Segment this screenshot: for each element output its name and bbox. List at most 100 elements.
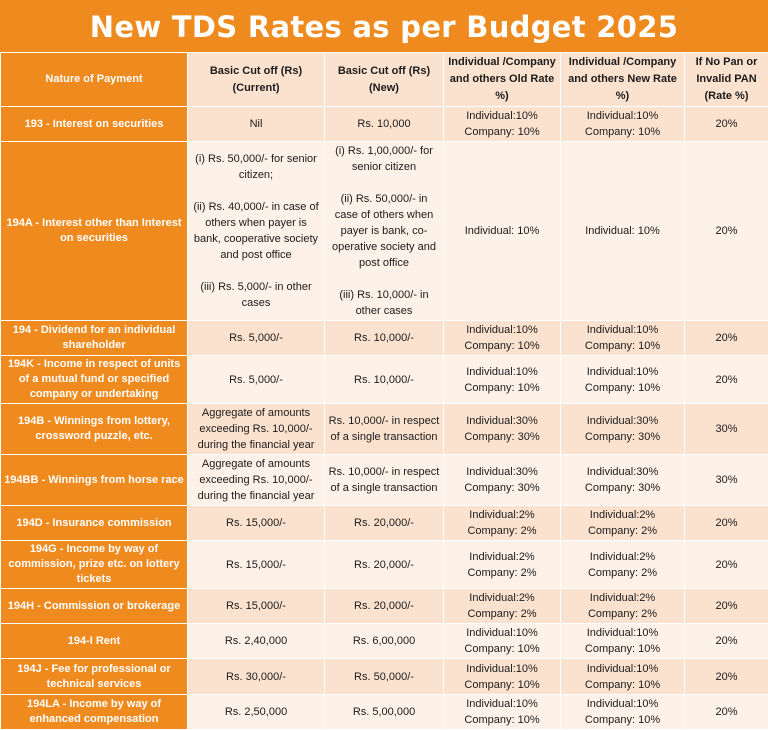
- cutoff-new-cell: Rs. 20,000/-: [325, 506, 444, 541]
- cutoff-current-cell: Rs. 30,000/-: [188, 659, 325, 695]
- nature-of-payment-cell: 193 - Interest on securities: [1, 107, 188, 142]
- header-old-rate: Individual /Company and others Old Rate …: [444, 53, 561, 107]
- cell-line: Rs. 10,000/- in respect of a single tran…: [328, 464, 440, 496]
- cell-line: Individual:10%: [564, 696, 681, 712]
- table-header-row: Nature of Payment Basic Cut off (Rs) (Cu…: [1, 53, 768, 107]
- header-no-pan-rate: If No Pan or Invalid PAN (Rate %): [685, 53, 768, 107]
- table-row: 194G - Income by way of commission, priz…: [1, 541, 768, 589]
- cell-line: (iii) Rs. 5,000/- in other cases: [191, 279, 321, 311]
- no-pan-rate-cell: 20%: [685, 624, 768, 659]
- cell-line: Individual:10%: [447, 322, 557, 338]
- page-title: New TDS Rates as per Budget 2025: [0, 0, 768, 52]
- no-pan-rate-cell: 20%: [685, 695, 768, 730]
- cell-line: Nil: [191, 116, 321, 132]
- old-rate-cell: Individual:30%Company: 30%: [444, 455, 561, 506]
- new-rate-cell: Individual:2%Company: 2%: [561, 541, 685, 589]
- cutoff-current-cell: Rs. 2,50,000: [188, 695, 325, 730]
- new-rate-cell: Individual:10%Company: 10%: [561, 695, 685, 730]
- no-pan-rate-cell: 20%: [685, 321, 768, 356]
- new-rate-cell: Individual:10%Company: 10%: [561, 356, 685, 404]
- no-pan-rate-cell: 20%: [685, 142, 768, 321]
- cell-line: (i) Rs. 50,000/- for senior citizen;: [191, 151, 321, 183]
- new-rate-cell: Individual:2%Company: 2%: [561, 589, 685, 624]
- header-new-rate: Individual /Company and others New Rate …: [561, 53, 685, 107]
- cell-line: Company: 10%: [564, 677, 681, 693]
- cell-line: Rs. 6,00,000: [328, 633, 440, 649]
- cutoff-new-cell: Rs. 10,000: [325, 107, 444, 142]
- no-pan-rate-cell: 30%: [685, 404, 768, 455]
- cell-line: Company: 10%: [447, 338, 557, 354]
- cell-line: Rs. 2,50,000: [191, 704, 321, 720]
- tds-rates-table: Nature of Payment Basic Cut off (Rs) (Cu…: [0, 52, 768, 730]
- cell-line: Company: 2%: [447, 606, 557, 622]
- cell-line: Individual:10%: [447, 661, 557, 677]
- cell-line: Company: 30%: [564, 429, 681, 445]
- cell-line: Individual:30%: [564, 464, 681, 480]
- header-nature-of-payment: Nature of Payment: [1, 53, 188, 107]
- cell-line: Company: 10%: [564, 712, 681, 728]
- cutoff-current-cell: Rs. 5,000/-: [188, 356, 325, 404]
- cell-line: Company: 10%: [564, 124, 681, 140]
- no-pan-rate-cell: 20%: [685, 541, 768, 589]
- cutoff-current-cell: (i) Rs. 50,000/- for senior citizen;(ii)…: [188, 142, 325, 321]
- cell-line: Individual:2%: [447, 590, 557, 606]
- cell-line: Company: 10%: [447, 641, 557, 657]
- cell-line: Rs. 2,40,000: [191, 633, 321, 649]
- old-rate-cell: Individual:2%Company: 2%: [444, 589, 561, 624]
- cutoff-new-cell: Rs. 20,000/-: [325, 541, 444, 589]
- cutoff-new-cell: Rs. 10,000/-: [325, 356, 444, 404]
- cell-line: Rs. 10,000: [328, 116, 440, 132]
- cell-line: Rs. 20,000/-: [328, 598, 440, 614]
- cell-line: Rs. 20,000/-: [328, 557, 440, 573]
- cell-line: Individual:2%: [447, 507, 557, 523]
- header-cutoff-new: Basic Cut off (Rs) (New): [325, 53, 444, 107]
- cell-line: Individual:10%: [564, 625, 681, 641]
- cell-line: Individual:2%: [447, 549, 557, 565]
- table-row: 194K - Income in respect of units of a m…: [1, 356, 768, 404]
- table-row: 194LA - Income by way of enhanced compen…: [1, 695, 768, 730]
- cell-line: Rs. 10,000/- in respect of a single tran…: [328, 413, 440, 445]
- cell-line: Company: 2%: [564, 565, 681, 581]
- line-spacer: [328, 175, 440, 191]
- cutoff-new-cell: Rs. 10,000/- in respect of a single tran…: [325, 404, 444, 455]
- cell-line: Individual:2%: [564, 507, 681, 523]
- no-pan-rate-cell: 20%: [685, 659, 768, 695]
- old-rate-cell: Individual:10%Company: 10%: [444, 695, 561, 730]
- cutoff-current-cell: Aggregate of amounts exceeding Rs. 10,00…: [188, 404, 325, 455]
- cutoff-current-cell: Rs. 15,000/-: [188, 541, 325, 589]
- cell-line: (iii) Rs. 10,000/- in other cases: [328, 287, 440, 319]
- table-row: 194B - Winnings from lottery, crossword …: [1, 404, 768, 455]
- cell-line: Rs. 5,000/-: [191, 330, 321, 346]
- cutoff-new-cell: Rs. 10,000/-: [325, 321, 444, 356]
- old-rate-cell: Individual:10%Company: 10%: [444, 624, 561, 659]
- cell-line: Company: 10%: [564, 641, 681, 657]
- cell-line: Company: 10%: [564, 338, 681, 354]
- cutoff-new-cell: Rs. 6,00,000: [325, 624, 444, 659]
- cell-line: Rs. 20,000/-: [328, 515, 440, 531]
- cell-line: Company: 2%: [447, 523, 557, 539]
- cell-line: Rs. 15,000/-: [191, 515, 321, 531]
- cell-line: Individual:2%: [564, 549, 681, 565]
- cell-line: Rs. 50,000/-: [328, 669, 440, 685]
- nature-of-payment-cell: 194D - Insurance commission: [1, 506, 188, 541]
- cutoff-current-cell: Aggregate of amounts exceeding Rs. 10,00…: [188, 455, 325, 506]
- cell-line: Individual: 10%: [564, 223, 681, 239]
- line-spacer: [191, 263, 321, 279]
- cell-line: Individual:10%: [447, 696, 557, 712]
- cell-line: Individual:10%: [564, 322, 681, 338]
- nature-of-payment-cell: 194LA - Income by way of enhanced compen…: [1, 695, 188, 730]
- cell-line: Rs. 15,000/-: [191, 557, 321, 573]
- cell-line: (ii) Rs. 50,000/- in case of others when…: [328, 191, 440, 271]
- new-rate-cell: Individual: 10%: [561, 142, 685, 321]
- table-row: 194J - Fee for professional or technical…: [1, 659, 768, 695]
- cutoff-current-cell: Rs. 5,000/-: [188, 321, 325, 356]
- table-row: 194 - Dividend for an individual shareho…: [1, 321, 768, 356]
- nature-of-payment-cell: 194G - Income by way of commission, priz…: [1, 541, 188, 589]
- cell-line: Rs. 30,000/-: [191, 669, 321, 685]
- old-rate-cell: Individual:10%Company: 10%: [444, 107, 561, 142]
- new-rate-cell: Individual:30%Company: 30%: [561, 404, 685, 455]
- cell-line: Aggregate of amounts exceeding Rs. 10,00…: [191, 405, 321, 453]
